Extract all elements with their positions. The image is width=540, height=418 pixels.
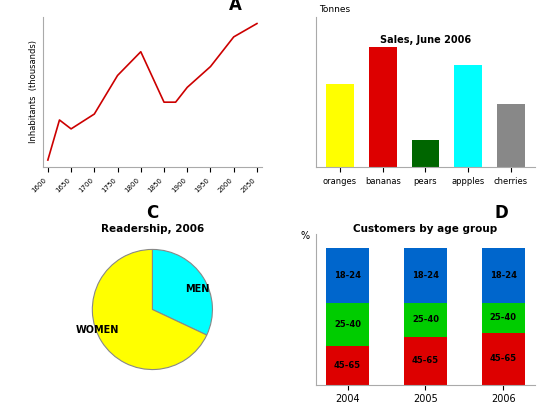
Bar bbox=[454, 65, 482, 167]
Text: D: D bbox=[495, 204, 509, 222]
Text: 45-65: 45-65 bbox=[334, 361, 361, 370]
Y-axis label: Inhabitants  (thousands): Inhabitants (thousands) bbox=[29, 40, 38, 143]
Text: A: A bbox=[229, 0, 242, 14]
Text: 45-65: 45-65 bbox=[412, 356, 439, 365]
Bar bbox=[411, 140, 439, 167]
Text: 18-24: 18-24 bbox=[490, 271, 517, 280]
Wedge shape bbox=[152, 250, 212, 335]
Bar bbox=[326, 84, 354, 167]
Title: Readership, 2006: Readership, 2006 bbox=[101, 224, 204, 234]
Bar bbox=[482, 333, 525, 385]
Bar bbox=[326, 347, 369, 385]
Text: Tonnes: Tonnes bbox=[319, 5, 350, 14]
Bar bbox=[369, 47, 396, 167]
Bar bbox=[497, 104, 525, 167]
Text: MEN: MEN bbox=[185, 283, 210, 293]
Text: C: C bbox=[146, 204, 159, 222]
Bar bbox=[326, 303, 369, 347]
Text: %: % bbox=[301, 231, 310, 241]
Bar bbox=[482, 303, 525, 333]
Bar bbox=[482, 248, 525, 303]
Bar bbox=[404, 337, 447, 385]
Bar bbox=[326, 248, 369, 303]
Text: 25-40: 25-40 bbox=[412, 315, 439, 324]
Text: Sales, June 2006: Sales, June 2006 bbox=[380, 35, 471, 45]
Text: 25-40: 25-40 bbox=[490, 313, 517, 322]
Bar bbox=[404, 303, 447, 337]
Wedge shape bbox=[92, 250, 207, 370]
Text: B: B bbox=[419, 0, 431, 2]
Text: 18-24: 18-24 bbox=[334, 271, 361, 280]
Title: Customers by age group: Customers by age group bbox=[353, 224, 497, 234]
Text: 18-24: 18-24 bbox=[412, 271, 439, 280]
Bar bbox=[404, 248, 447, 303]
Text: WOMEN: WOMEN bbox=[76, 325, 119, 335]
Text: 25-40: 25-40 bbox=[334, 320, 361, 329]
Text: 45-65: 45-65 bbox=[490, 354, 517, 363]
